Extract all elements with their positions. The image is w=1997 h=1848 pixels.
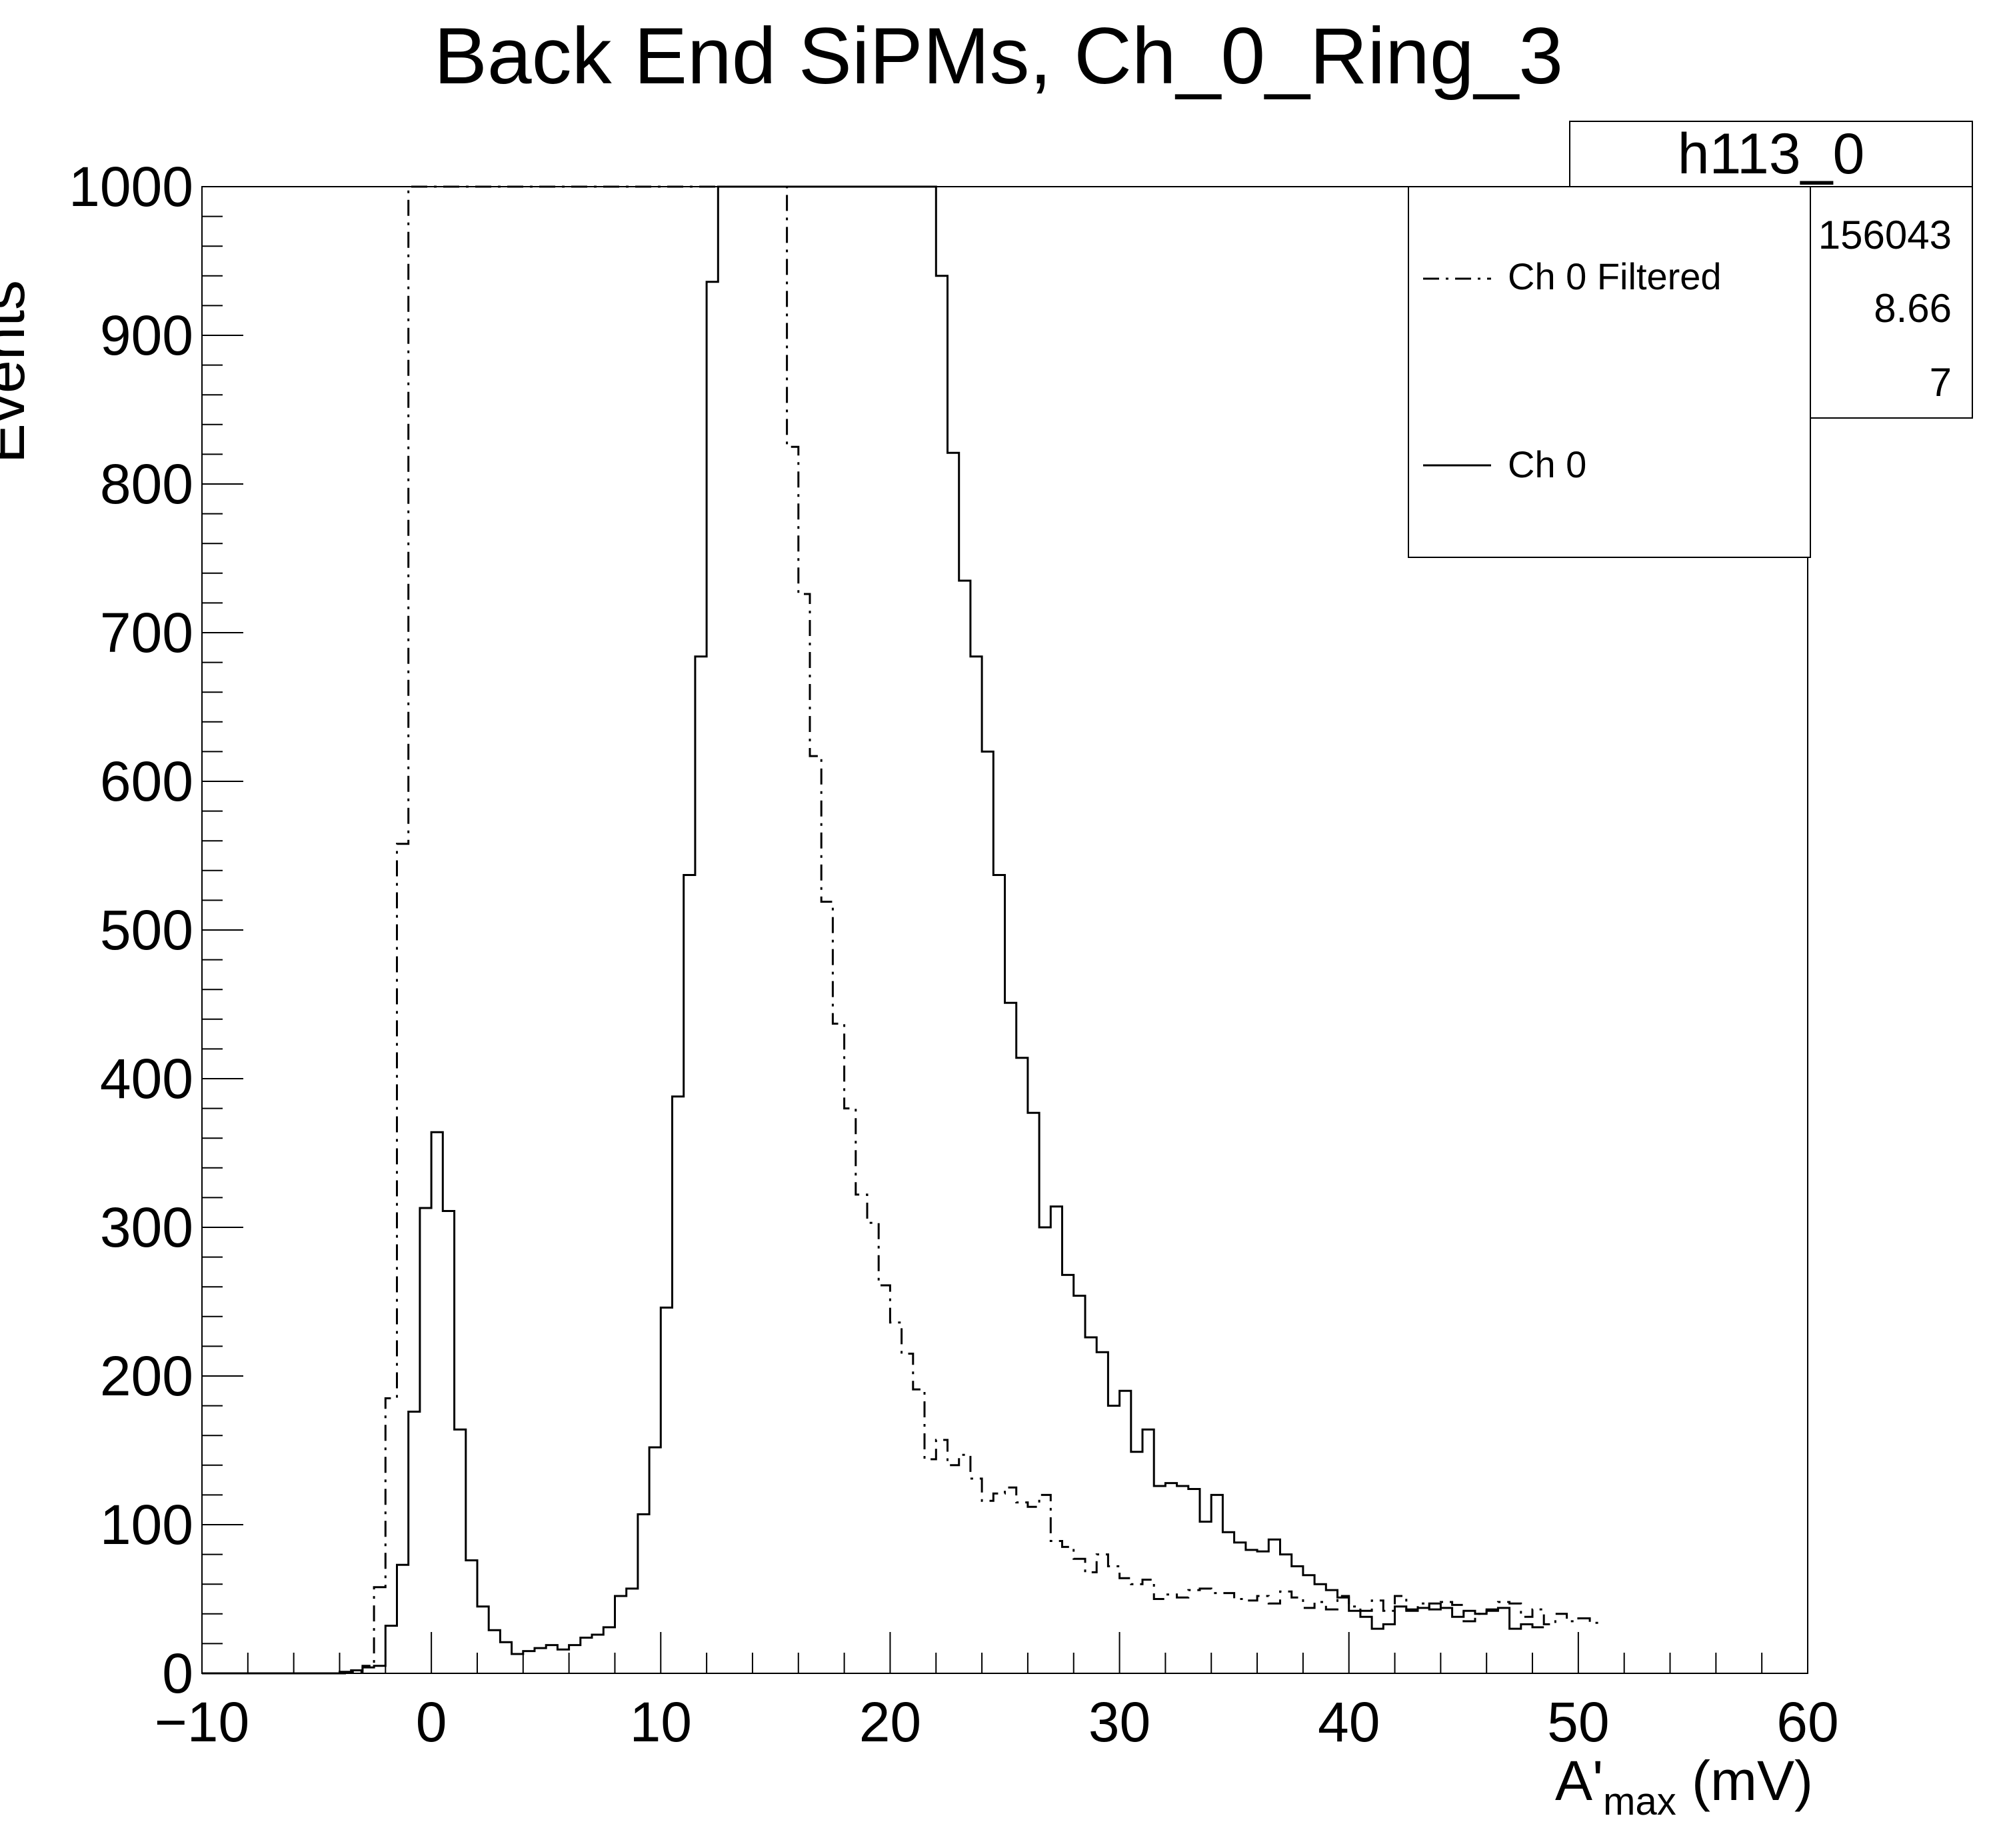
axes: −10 0 10 20 30 40 50 60010020030040050060070080… [69, 155, 1839, 1753]
x-tick-label: 40 [1318, 1691, 1380, 1753]
stats-box-name: h113_0 [1678, 122, 1865, 186]
x-tick-label: 50 [1547, 1691, 1609, 1753]
y-tick-label: 600 [100, 750, 193, 813]
x-tick-label: −10 [155, 1691, 250, 1753]
legend-label-filtered: Ch 0 Filtered [1508, 255, 1722, 297]
series-ch0-filtered [202, 185, 1602, 1675]
y-tick-label: 0 [162, 1642, 193, 1705]
legend-frame [1408, 186, 1811, 558]
x-axis-label: A'max (mV) [1555, 1749, 1813, 1823]
y-axis-label: Events [0, 280, 37, 463]
x-axis-label-unit: (mV) [1676, 1749, 1813, 1812]
y-tick-label: 100 [100, 1493, 193, 1556]
x-tick-label: 0 [416, 1691, 447, 1753]
y-tick-label: 300 [100, 1196, 193, 1259]
y-tick-label: 900 [100, 304, 193, 367]
stats-entries-value: 156043 [1818, 213, 1952, 257]
legend-label-ch0: Ch 0 [1508, 443, 1586, 485]
y-tick-label: 200 [100, 1345, 193, 1407]
chart-title: Back End SiPMs, Ch_0_Ring_3 [434, 11, 1563, 101]
y-tick-label: 1000 [69, 155, 193, 218]
y-tick-label: 800 [100, 453, 193, 515]
y-tick-label: 700 [100, 601, 193, 664]
x-tick-label: 10 [630, 1691, 692, 1753]
x-tick-label: 20 [859, 1691, 921, 1753]
series-line-ch0-filtered [202, 185, 1602, 1675]
x-tick-label: 60 [1776, 1691, 1838, 1753]
stats-std-dev-value: 7 [1930, 360, 1952, 405]
y-tick-label: 400 [100, 1047, 193, 1110]
stats-mean-value: 8.66 [1874, 286, 1952, 331]
x-axis-label-subscript: max [1603, 1780, 1676, 1823]
legend: Ch 0 Filtered Ch 0 [1408, 186, 1811, 558]
y-tick-label: 500 [100, 899, 193, 961]
x-tick-label: 30 [1088, 1691, 1150, 1753]
x-axis-label-main: A' [1555, 1749, 1603, 1812]
